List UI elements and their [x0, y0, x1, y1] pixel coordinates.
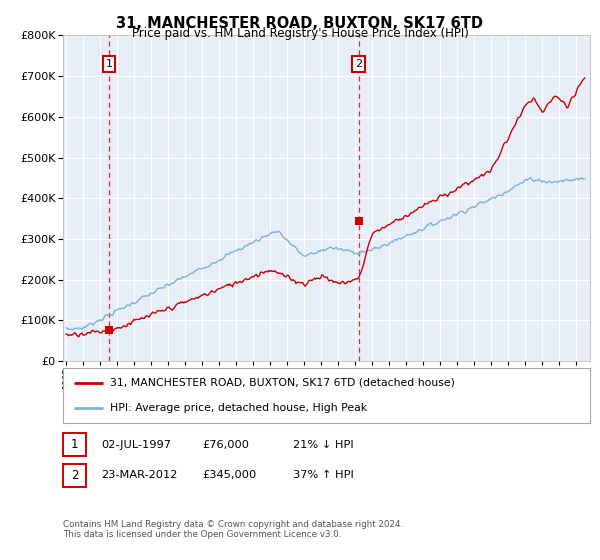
Text: HPI: Average price, detached house, High Peak: HPI: Average price, detached house, High… — [110, 403, 368, 413]
Text: 1: 1 — [106, 59, 112, 69]
Text: 1: 1 — [71, 438, 78, 451]
Text: Price paid vs. HM Land Registry's House Price Index (HPI): Price paid vs. HM Land Registry's House … — [131, 27, 469, 40]
Text: £345,000: £345,000 — [203, 470, 257, 480]
Text: 2: 2 — [355, 59, 362, 69]
Text: 02-JUL-1997: 02-JUL-1997 — [101, 440, 171, 450]
Text: 31, MANCHESTER ROAD, BUXTON, SK17 6TD (detached house): 31, MANCHESTER ROAD, BUXTON, SK17 6TD (d… — [110, 378, 455, 388]
Text: 2: 2 — [71, 469, 78, 482]
Text: £76,000: £76,000 — [203, 440, 250, 450]
Text: 31, MANCHESTER ROAD, BUXTON, SK17 6TD: 31, MANCHESTER ROAD, BUXTON, SK17 6TD — [116, 16, 484, 31]
Text: 37% ↑ HPI: 37% ↑ HPI — [293, 470, 353, 480]
Text: Contains HM Land Registry data © Crown copyright and database right 2024.
This d: Contains HM Land Registry data © Crown c… — [63, 520, 403, 539]
Text: 23-MAR-2012: 23-MAR-2012 — [101, 470, 177, 480]
Text: 21% ↓ HPI: 21% ↓ HPI — [293, 440, 353, 450]
